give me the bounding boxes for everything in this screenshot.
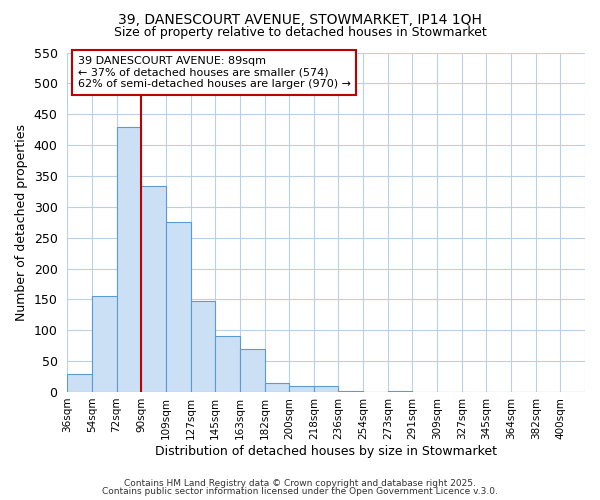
Text: 39 DANESCOURT AVENUE: 89sqm
← 37% of detached houses are smaller (574)
62% of se: 39 DANESCOURT AVENUE: 89sqm ← 37% of det…: [77, 56, 350, 89]
Bar: [289, 386, 314, 392]
Bar: [265, 384, 289, 392]
Bar: [388, 390, 412, 392]
Bar: [240, 349, 265, 392]
Y-axis label: Number of detached properties: Number of detached properties: [15, 124, 28, 320]
Text: 39, DANESCOURT AVENUE, STOWMARKET, IP14 1QH: 39, DANESCOURT AVENUE, STOWMARKET, IP14 …: [118, 12, 482, 26]
Text: Contains public sector information licensed under the Open Government Licence v.: Contains public sector information licen…: [102, 487, 498, 496]
Text: Size of property relative to detached houses in Stowmarket: Size of property relative to detached ho…: [113, 26, 487, 39]
Text: Contains HM Land Registry data © Crown copyright and database right 2025.: Contains HM Land Registry data © Crown c…: [124, 478, 476, 488]
Bar: [67, 374, 92, 392]
Bar: [191, 300, 215, 392]
Bar: [338, 390, 363, 392]
Bar: [166, 222, 191, 392]
X-axis label: Distribution of detached houses by size in Stowmarket: Distribution of detached houses by size …: [155, 444, 497, 458]
Bar: [215, 336, 240, 392]
Bar: [141, 186, 166, 392]
Bar: [314, 386, 338, 392]
Bar: [92, 296, 116, 392]
Bar: [116, 126, 141, 392]
